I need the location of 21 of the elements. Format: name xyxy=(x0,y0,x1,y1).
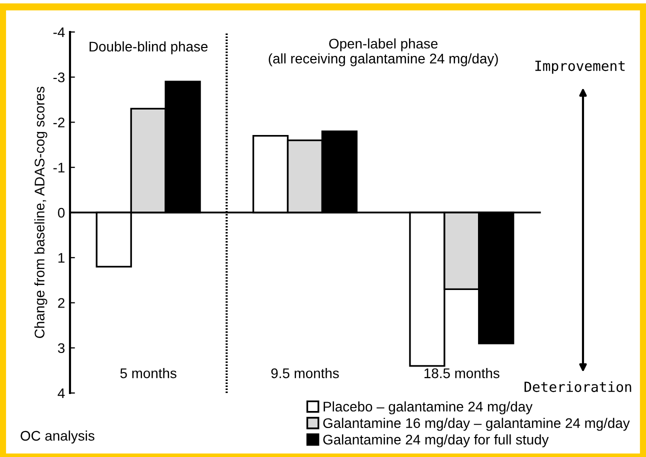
x-tick-label: 18.5 months xyxy=(424,368,500,378)
y-tick-label: -3 xyxy=(53,72,65,82)
annotation: Improvement xyxy=(535,60,625,74)
legend-label: Galantamine 16 mg/day – galantamine 24 mg/day xyxy=(323,418,630,431)
y-tick-label: -1 xyxy=(53,162,64,172)
y-tick-label: 2 xyxy=(58,298,64,308)
y-tick-label: 0 xyxy=(58,208,65,218)
annotation: Open-label phase (all receiving galantamine 24 mg/day) xyxy=(268,38,498,66)
y-axis-title: Change from baseline, ADAS-cog scores xyxy=(34,86,48,338)
y-tick-label: 1 xyxy=(58,253,64,263)
annotation: Double-blind phase xyxy=(90,41,208,54)
legend-label: Placebo – galantamine 24 mg/day xyxy=(324,401,533,414)
y-tick-label: -2 xyxy=(53,118,64,128)
x-tick-label: 5 months xyxy=(120,368,176,378)
x-tick-label: 9.5 months xyxy=(271,368,339,378)
y-tick-label: 3 xyxy=(58,343,65,354)
y-tick-label: -4 xyxy=(53,27,65,38)
y-tick-label: 4 xyxy=(58,388,65,398)
legend-label: Galantamine 24 mg/day for full study xyxy=(323,434,549,448)
text: OC analysis xyxy=(20,430,94,444)
annotation: Deterioration xyxy=(524,381,632,392)
